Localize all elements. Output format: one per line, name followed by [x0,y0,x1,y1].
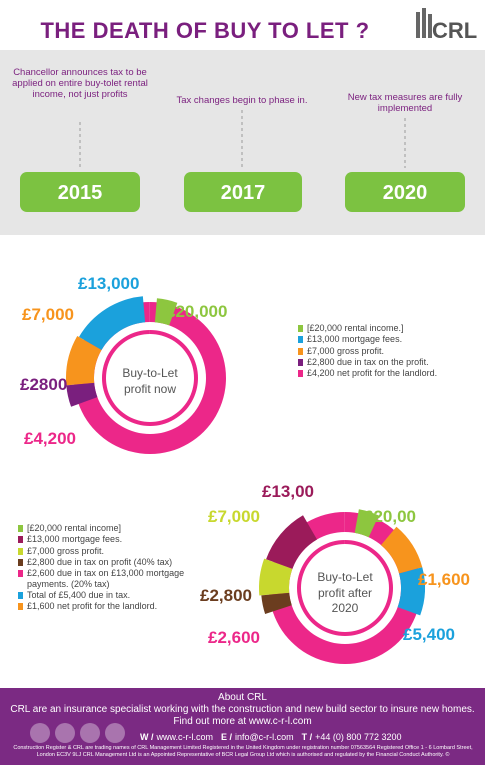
legend-text: £4,200 net profit for the landlord. [307,368,438,379]
timeline-text: Tax changes begin to phase in. [176,95,308,106]
donut-center: Buy-to-Let profit after 2020 [295,570,395,617]
legend-swatch [298,347,303,355]
amount-label: £2,600 [208,628,260,647]
amount-label: £7,000 [208,507,260,526]
center-line: profit now [123,381,177,396]
footer-legal: Construction Register & CRL are trading … [13,745,473,758]
legend-swatch [18,536,23,544]
amount-label: £7,000 [22,305,74,324]
legend-swatch [18,559,23,567]
legend-row: £1,600 net profit for the landlord. [18,601,218,611]
amount-label: £5,400 [403,625,455,644]
year-buttons [20,172,465,212]
legend-row: £2,600 due in tax on £13,000 mortgage pa… [18,568,218,589]
amount-label: £1,600 [418,570,470,589]
legend-text: [£20,000 rental income.] [307,323,404,333]
ring-segment [380,526,423,574]
timeline-year: 2017 [220,182,266,204]
page-title: THE DEATH OF BUY TO LET ? [40,18,370,43]
center-line: Buy-to-Let [317,570,373,584]
donut-rings [66,296,425,664]
legend-row: Total of £5,400 due in tax. [18,590,218,600]
ring-segment [78,296,146,350]
amount-label: £13,00 [262,482,314,501]
legend-swatch [18,570,23,578]
timeline-year: 2020 [382,182,428,204]
donut-center: Buy-to-Let profit now [100,366,200,397]
footer-find: Find out more at www.c-r-l.com [173,716,312,727]
timeline-text: Chancellor announces tax to be applied o… [12,67,148,100]
contact-value: info@c-r-l.com [235,732,294,742]
legend-text: Total of £5,400 due in tax. [27,590,131,601]
legend-text: £7,000 gross profit. [307,345,385,356]
footer-band [0,688,485,765]
legend-row: £13,000 mortgage fees. [298,334,485,344]
legend-text: £2,800 due in tax on the profit. [307,357,429,368]
legend-text: £13,000 mortgage fees. [307,334,403,345]
legend-row: £7,000 gross profit. [18,546,218,556]
footer-description: CRL are an insurance specialist working … [10,704,475,715]
legend-swatch [298,359,303,367]
logo-text: CRL [432,18,478,43]
contact-key: W / [140,732,154,742]
legend-swatch [298,325,303,332]
amount-label: £2800 [20,375,68,394]
legend-swatch [18,547,23,555]
legend-row: £4,200 net profit for the landlord. [298,368,485,378]
contact-key: E / [221,732,233,742]
legend-text: £1,600 net profit for the landlord. [27,601,158,612]
amount-label: £20,000 [166,302,228,321]
center-line: 2020 [331,601,359,616]
center-line: Buy-to-Let [122,366,178,380]
footer-contacts: W / www.c-r-l.com E / info@c-r-l.com T / +44 … [140,732,480,742]
timeline-connectors [79,110,406,168]
legend-text: £2,800 due in tax on profit (40% tax) [27,557,173,568]
legend-swatch [18,603,23,611]
contact-value: +44 (0) 800 772 3200 [315,732,402,742]
legend-text: [£20,000 rental income] [27,523,122,533]
legend-row: £7,000 gross profit. [298,346,485,356]
amount-label: £4,200 [24,429,76,448]
ring-segment [66,382,98,407]
timeline-year: 2015 [57,182,103,204]
ring-segment [354,509,379,538]
legend-row: £13,000 mortgage fees. [18,534,218,544]
timeline-text: New tax measures are fully implemented [347,92,463,114]
amount-label: £2,800 [200,586,252,605]
legend-swatch [18,525,23,532]
legend: [£20,000 rental income] £13,000 mortgage … [18,523,218,613]
legend-text: £7,000 gross profit. [27,545,105,556]
logo-mark [416,8,432,38]
legend-row: [£20,000 rental income] [18,523,218,533]
legend-text: £13,000 mortgage fees. [27,534,123,545]
ring-segment [66,336,102,386]
legend-swatch [18,592,23,600]
ring-segment [259,558,293,596]
center-line: profit after [317,585,373,600]
amount-label: £20,00 [364,507,416,526]
legend-row: £2,800 due in tax on the profit. [298,357,485,367]
legend-swatch [298,336,303,344]
legend-row: [£20,000 rental income.] [298,323,485,333]
contact-value: www.c-r-l.com [156,732,214,742]
legend-text: £2,600 due in tax on £13,000 mortgage pa… [27,568,185,589]
contact-key: T / [301,732,313,742]
ring-segment [397,567,425,616]
ring-segment [266,515,317,569]
legend-swatch [298,370,303,378]
footer-title: About CRL [218,692,267,703]
ring-segment [154,298,178,326]
legend: [£20,000 rental income.] £13,000 mortgage… [298,323,485,380]
legend-row: £2,800 due in tax on profit (40% tax) [18,557,218,567]
ring-segment [261,592,292,614]
social-icons [30,723,125,743]
amount-label: £13,000 [78,274,140,293]
